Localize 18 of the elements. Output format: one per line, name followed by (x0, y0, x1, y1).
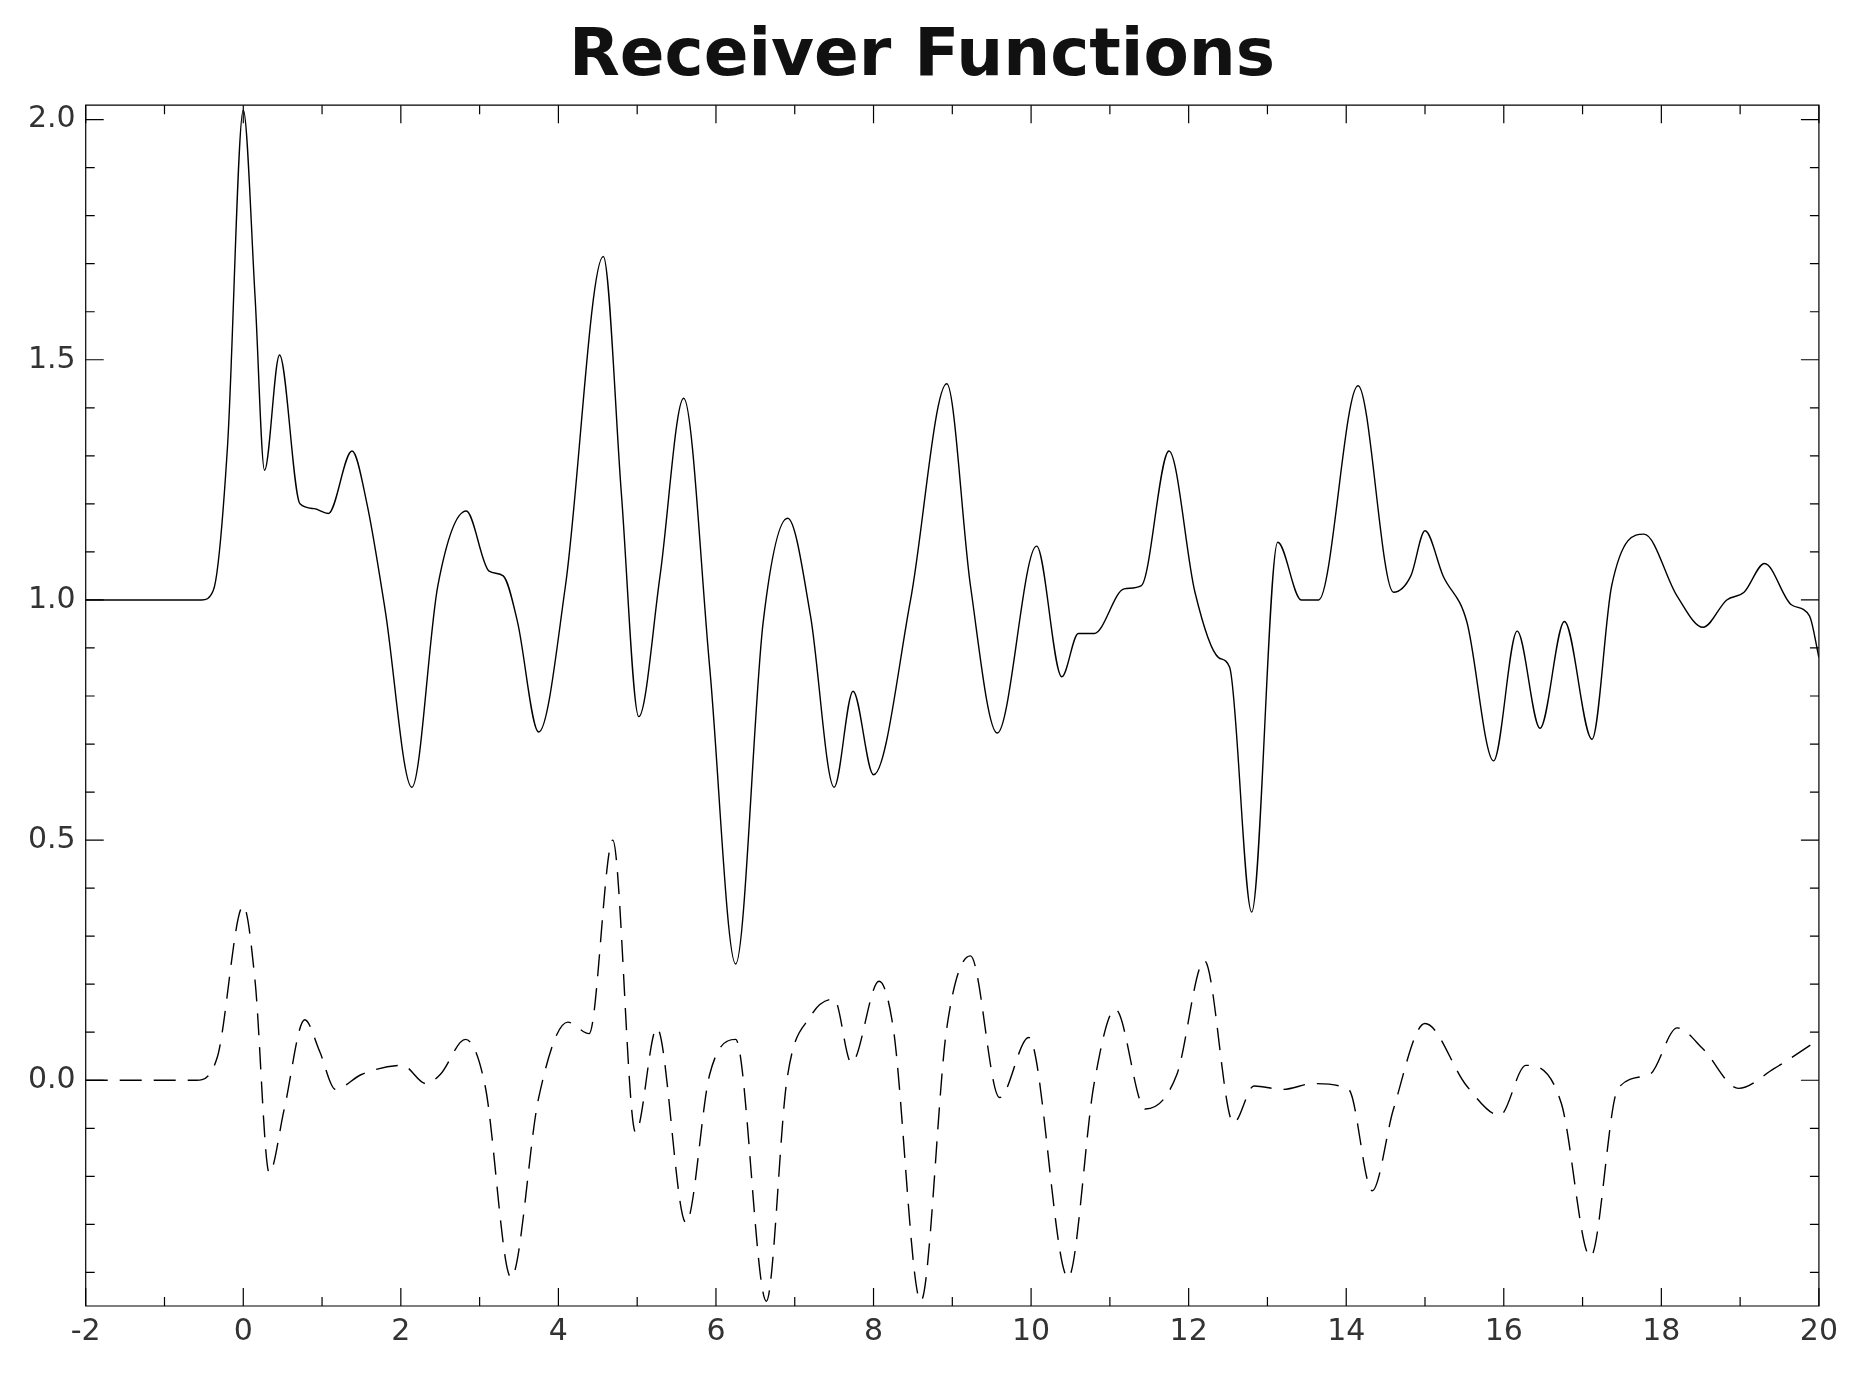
x-tick-label: 0 (233, 1311, 253, 1347)
x-tick-label: 20 (1799, 1311, 1839, 1347)
x-tick-label: 10 (1012, 1311, 1051, 1347)
x-tick-label: 16 (1484, 1311, 1523, 1347)
y-tick-label: 1.5 (27, 339, 76, 375)
chart-title: Receiver Functions (568, 13, 1276, 91)
x-tick-label: 14 (1327, 1311, 1366, 1347)
x-tick-label: 4 (548, 1311, 568, 1347)
y-tick-label: 0.0 (27, 1060, 76, 1096)
x-tick-label: 12 (1169, 1311, 1208, 1347)
y-tick-label: 0.5 (27, 819, 76, 855)
x-tick-label: 6 (706, 1311, 726, 1347)
x-tick-label: -2 (70, 1311, 101, 1347)
x-tick-label: 2 (391, 1311, 411, 1347)
x-tick-label: 18 (1642, 1311, 1681, 1347)
y-tick-label: 2.0 (27, 99, 76, 135)
y-tick-label: 1.0 (27, 579, 76, 615)
x-tick-label: 8 (863, 1311, 884, 1347)
